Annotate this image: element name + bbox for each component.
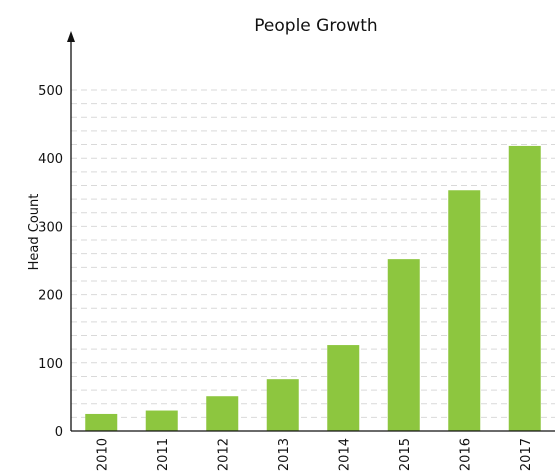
bar: [327, 345, 360, 431]
x-tick-label: 2015: [398, 438, 413, 471]
x-tick-label: 2010: [95, 438, 110, 471]
x-tick-label: 2011: [156, 438, 171, 471]
bars: [85, 145, 541, 431]
x-tick-label: 2014: [337, 438, 352, 471]
bar: [508, 145, 541, 431]
bar: [266, 379, 299, 431]
x-tick-labels: 2010 2011 2012 2013 2014 2015 2016 2017: [95, 438, 534, 471]
y-tick-label: 0: [55, 425, 63, 440]
x-tick-label: 2012: [216, 438, 231, 471]
bar: [387, 259, 420, 431]
axes: [67, 31, 555, 432]
y-tick-label: 100: [38, 357, 63, 372]
bar: [85, 413, 118, 431]
bar: [448, 190, 481, 431]
y-tick-label: 500: [38, 84, 63, 99]
y-tick-labels: 0 100 200 300 400 500: [38, 84, 63, 440]
y-axis-label: Head Count: [27, 194, 42, 271]
y-axis-arrow-icon: [67, 31, 75, 42]
x-tick-label: 2013: [277, 438, 292, 471]
x-tick-label: 2017: [519, 438, 534, 471]
chart-title: People Growth: [254, 16, 377, 36]
y-tick-label: 300: [38, 220, 63, 235]
bar: [206, 396, 239, 431]
x-tick-label: 2016: [458, 438, 473, 471]
bar: [145, 410, 178, 431]
y-tick-label: 200: [38, 289, 63, 304]
y-tick-label: 400: [38, 152, 63, 167]
grid-lines: [71, 89, 555, 418]
